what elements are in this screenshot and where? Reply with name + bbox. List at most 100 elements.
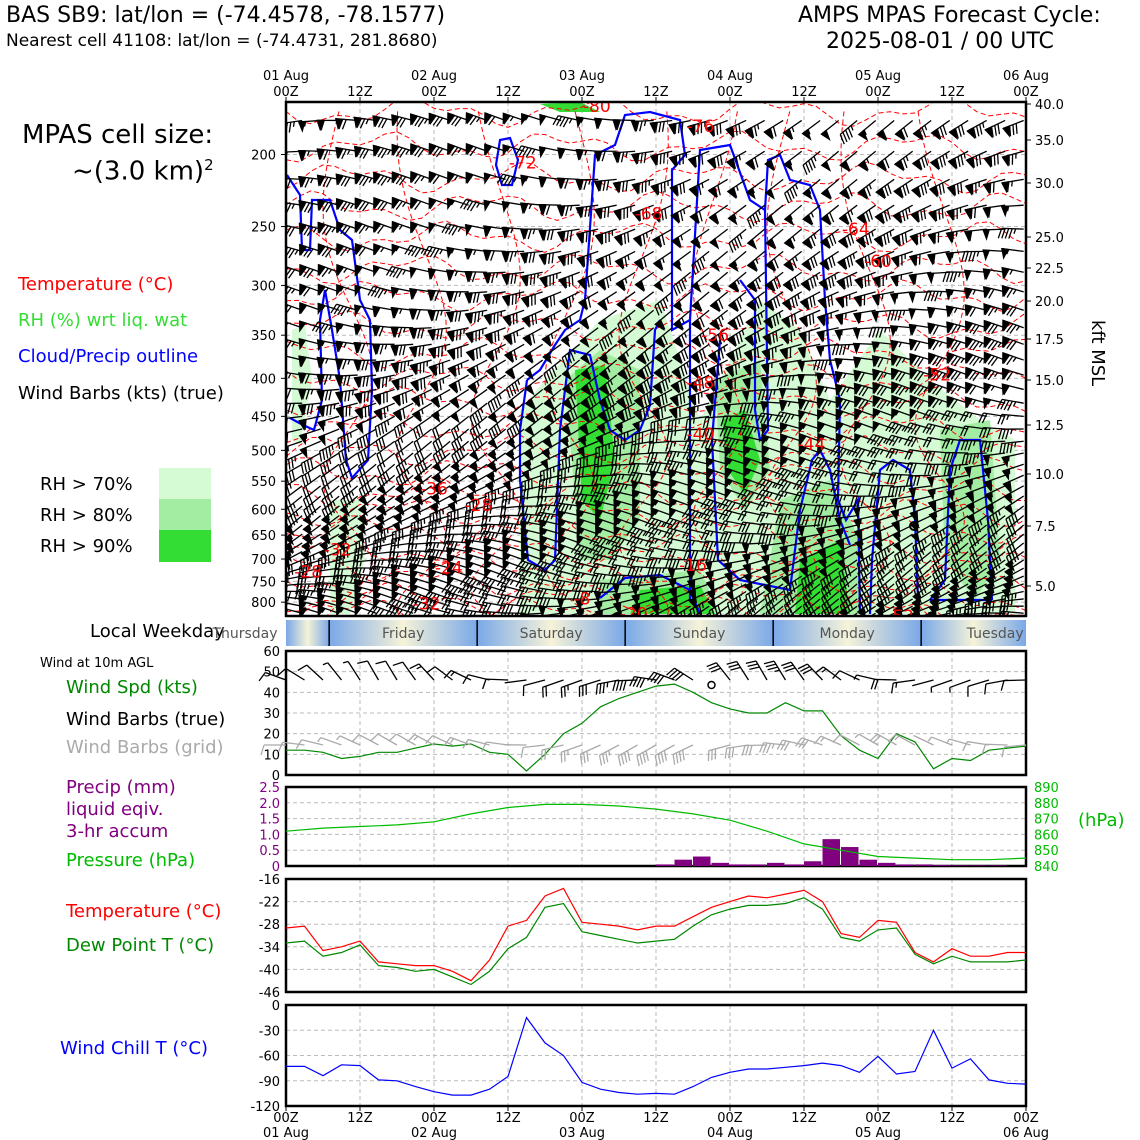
upper-air-wind-barb — [485, 359, 506, 380]
upper-air-wind-barb — [372, 388, 395, 406]
upper-air-wind-barb — [317, 302, 340, 315]
barb-pennant — [316, 373, 325, 386]
barb-feather — [286, 485, 291, 496]
barb-feather — [381, 377, 385, 388]
barb-pennant — [317, 243, 326, 256]
barb-feather — [497, 330, 500, 342]
barb-half-feather — [307, 583, 310, 590]
barb-pennant — [354, 304, 362, 317]
barb-half-feather — [510, 228, 514, 234]
barb-feather — [324, 248, 333, 258]
upper-air-wind-barb — [727, 291, 747, 313]
barb-feather — [340, 437, 344, 448]
upper-air-wind-barb — [444, 524, 469, 538]
barb-half-feather — [328, 374, 332, 381]
barb-half-feather — [342, 421, 345, 427]
upper-air-wind-barb — [316, 388, 340, 402]
barb-half-feather — [292, 121, 295, 127]
cell-size-value: ~(3.0 km)2 — [72, 156, 214, 187]
barb-feather — [697, 155, 701, 166]
barb-feather — [343, 226, 351, 236]
barb-feather — [310, 403, 314, 415]
barb-feather — [435, 310, 440, 321]
barb-feather — [367, 286, 374, 296]
barb-feather — [321, 390, 325, 401]
barb-feather — [340, 391, 344, 403]
upper-air-wind-barb — [468, 388, 488, 410]
barb-half-feather — [346, 248, 351, 254]
barb-pennant — [298, 222, 307, 235]
upper-air-wind-barb — [376, 440, 396, 465]
barb-half-feather — [368, 177, 373, 183]
barb-feather — [350, 567, 355, 579]
barb-pennant — [317, 221, 325, 234]
barb-feather — [340, 247, 348, 257]
barb-half-feather — [476, 117, 481, 123]
barb-feather — [377, 200, 385, 211]
barb-staff — [286, 485, 303, 500]
barb-pennant — [317, 302, 325, 315]
upper-air-wind-barb — [286, 515, 303, 537]
wind-barbs-true-label: Wind Barbs (true) — [66, 709, 226, 730]
upper-air-wind-barb — [484, 343, 506, 363]
barb-feather — [319, 358, 325, 369]
barb-feather — [357, 453, 362, 464]
barb-pennant — [357, 514, 368, 527]
upper-air-wind-barb — [297, 388, 321, 401]
barb-feather — [318, 224, 326, 234]
barb-feather — [627, 232, 630, 243]
barb-feather — [275, 337, 281, 347]
barb-feather — [318, 323, 326, 334]
upper-air-wind-barb — [354, 284, 377, 297]
barb-feather — [365, 375, 369, 387]
barb-half-feather — [414, 543, 418, 550]
barb-feather — [364, 538, 368, 549]
barb-half-feather — [359, 561, 362, 567]
barb-staff — [336, 542, 358, 552]
barb-feather — [325, 460, 330, 472]
barb-feather — [354, 561, 359, 572]
barb-feather — [471, 533, 477, 544]
barb-feather — [339, 549, 342, 561]
barb-feather — [328, 389, 332, 401]
upper-air-wind-barb — [652, 250, 673, 272]
barb-feather — [342, 359, 347, 370]
barb-half-feather — [329, 492, 333, 499]
upper-air-wind-barb — [286, 177, 303, 190]
barb-half-feather — [383, 289, 388, 295]
upper-air-wind-barb — [391, 196, 414, 211]
barb-pennant — [486, 383, 497, 395]
barb-feather — [377, 425, 382, 436]
barb-staff — [317, 559, 340, 566]
barb-feather — [345, 406, 348, 417]
barb-feather — [719, 123, 722, 134]
upper-air-wind-barb — [334, 374, 358, 388]
barb-staff — [286, 302, 303, 311]
barb-pennant — [353, 392, 362, 405]
upper-air-wind-barb — [354, 197, 377, 212]
barb-feather — [306, 226, 314, 237]
upper-air-wind-barb — [709, 271, 729, 293]
upper-air-wind-barb — [373, 402, 395, 421]
barb-feather — [341, 450, 345, 461]
barb-pennant — [372, 377, 380, 390]
barb-feather — [355, 542, 358, 554]
barb-feather — [342, 475, 348, 486]
barb-feather — [343, 202, 351, 212]
barb-half-feather — [321, 305, 326, 311]
upper-air-wind-barb — [372, 115, 395, 129]
barb-half-feather — [362, 567, 366, 574]
barb-feather — [287, 517, 293, 528]
barb-feather — [383, 392, 385, 404]
barb-feather — [302, 583, 307, 595]
barb-feather — [304, 177, 310, 188]
upper-air-wind-barb — [447, 171, 469, 184]
barb-staff — [286, 567, 303, 576]
barb-feather — [479, 347, 482, 358]
barb-pennant — [372, 393, 381, 406]
upper-air-wind-barb — [354, 604, 377, 616]
barb-half-feather — [363, 505, 367, 511]
barb-feather — [343, 375, 347, 386]
barb-feather — [319, 149, 325, 160]
barb-half-feather — [382, 494, 386, 501]
